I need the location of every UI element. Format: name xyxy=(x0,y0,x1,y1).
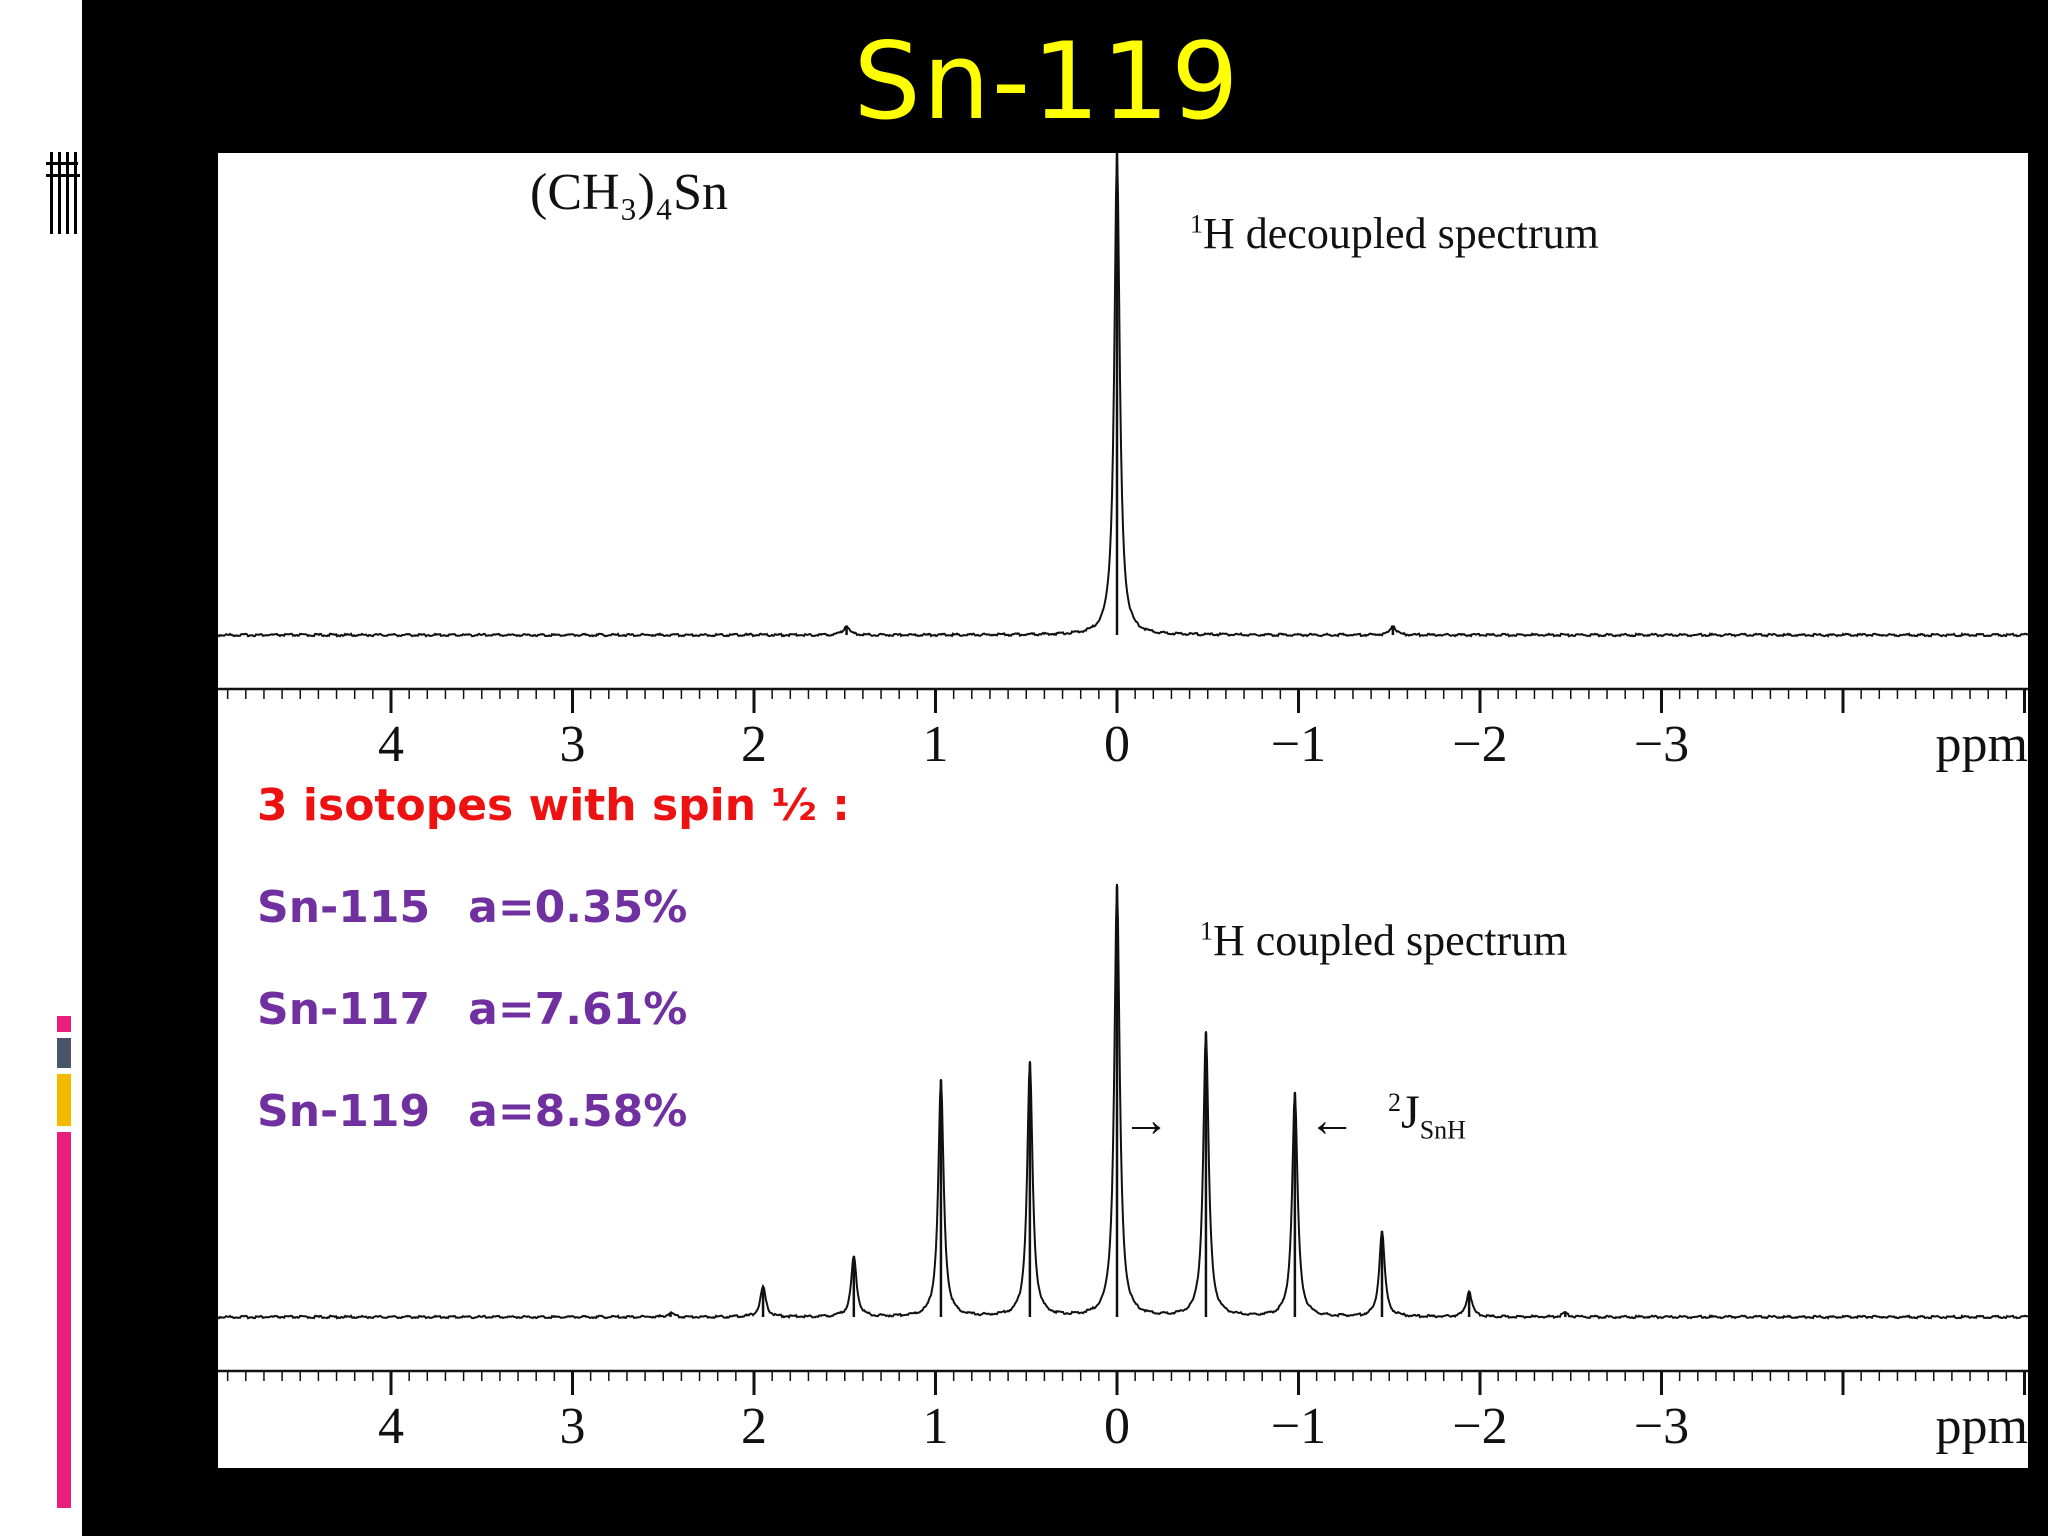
decoupled-label-superscript: 1 xyxy=(1190,209,1203,239)
coupled-tick-label: 4 xyxy=(378,1398,404,1455)
isotope-abundance: a=7.61% xyxy=(468,984,688,1035)
decorative-bar-slate xyxy=(57,1038,71,1068)
coupled-axis-unit-label: ppm xyxy=(1936,1398,2028,1455)
nmr-figure: 4 3 2 1 0 −1 −2 −3 ppm 4 3 2 1 0 −1 −2 −3 ppm (CH₃)₄Sn 1… xyxy=(218,153,2028,1468)
isotope-row-sn115: Sn-115 a=0.35% xyxy=(257,882,687,933)
coupling-constant-label: 2JSnH xyxy=(1388,1085,1466,1146)
isotope-row-sn117: Sn-117 a=7.61% xyxy=(257,984,687,1035)
isotope-name: Sn-117 xyxy=(257,984,431,1035)
slide: Sn-119 4 3 2 1 0 −1 −2 −3 ppm 4 3 2 1 0 −1 −2 −3 ppm (CH… xyxy=(82,0,2048,1536)
coupled-tick-label: −3 xyxy=(1634,1398,1689,1455)
slide-title: Sn-119 xyxy=(853,20,1241,143)
decoupled-tick-label: −2 xyxy=(1452,716,1507,773)
coupled-tick-label: −2 xyxy=(1452,1398,1507,1455)
decoupled-spectrum-panel: 4 3 2 1 0 −1 −2 −3 ppm xyxy=(218,153,2028,773)
decoupled-label-text: H decoupled spectrum xyxy=(1203,209,1599,258)
coupled-label-text: H coupled spectrum xyxy=(1213,916,1568,965)
coupling-superscript: 2 xyxy=(1388,1088,1401,1117)
decorative-bar-pink xyxy=(57,1132,71,1508)
notes-heading: 3 isotopes with spin ½ : xyxy=(257,780,850,831)
isotope-name: Sn-119 xyxy=(257,1086,431,1137)
coupling-subscript: SnH xyxy=(1419,1115,1466,1145)
coupling-arrow-right: ← xyxy=(1308,1094,1356,1147)
coupled-tick-label: 1 xyxy=(923,1398,949,1455)
coupled-spectrum-label: 1H coupled spectrum xyxy=(1200,915,1567,966)
isotope-row-sn119: Sn-119 a=8.58% xyxy=(257,1086,687,1137)
decoupled-tick-label: 1 xyxy=(923,716,949,773)
isotope-abundance: a=8.58% xyxy=(468,1086,688,1137)
spectra-svg: 4 3 2 1 0 −1 −2 −3 ppm 4 3 2 1 0 −1 −2 −3 ppm xyxy=(218,153,2028,1455)
decoupled-tick-label: 0 xyxy=(1104,716,1130,773)
decorative-grid-icon xyxy=(46,152,82,234)
coupled-label-superscript: 1 xyxy=(1200,916,1213,946)
decorative-bar-pink-top xyxy=(57,1016,71,1032)
decoupled-tick-label: −1 xyxy=(1271,716,1326,773)
decoupled-axis-unit-label: ppm xyxy=(1936,716,2028,773)
decorative-bar-gold xyxy=(57,1074,71,1126)
coupled-tick-label: −1 xyxy=(1271,1398,1326,1455)
decoupled-spectrum-label: 1H decoupled spectrum xyxy=(1190,208,1599,259)
coupled-tick-label: 2 xyxy=(741,1398,767,1455)
coupling-symbol: J xyxy=(1401,1086,1420,1139)
coupled-spectrum-trace xyxy=(218,883,2028,1320)
coupled-tick-label: 3 xyxy=(560,1398,586,1455)
compound-label: (CH₃)₄Sn xyxy=(530,164,729,221)
isotope-abundance: a=0.35% xyxy=(468,882,688,933)
decoupled-tick-label: −3 xyxy=(1634,716,1689,773)
decoupled-spectrum-trace xyxy=(218,153,2028,638)
decoupled-tick-label: 3 xyxy=(560,716,586,773)
isotope-name: Sn-115 xyxy=(257,882,431,933)
coupled-spectrum-panel: 4 3 2 1 0 −1 −2 −3 ppm xyxy=(218,883,2028,1455)
decoupled-tick-label: 4 xyxy=(378,716,404,773)
decoupled-tick-label: 2 xyxy=(741,716,767,773)
coupled-tick-label: 0 xyxy=(1104,1398,1130,1455)
coupling-arrow-left: → xyxy=(1122,1094,1170,1147)
